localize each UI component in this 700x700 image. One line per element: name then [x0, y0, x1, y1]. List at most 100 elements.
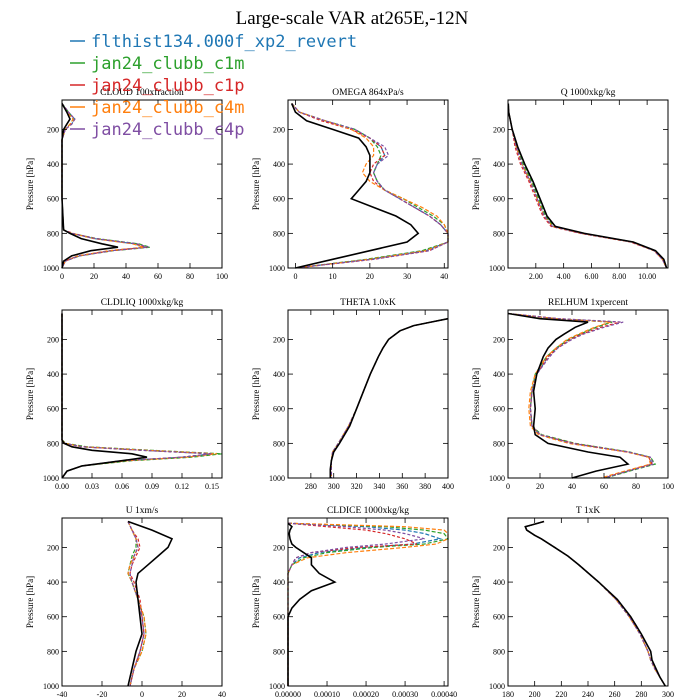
x-tick-label: 30: [403, 272, 411, 281]
x-tick-label: 0.06: [115, 482, 129, 491]
x-tick-label: 0.00030: [392, 690, 418, 699]
y-tick-label: 200: [493, 543, 505, 552]
x-tick-label: 340: [373, 482, 385, 491]
series-line-4: [507, 103, 668, 269]
x-tick-label: 2.00: [529, 272, 543, 281]
series-line-4: [330, 318, 449, 478]
x-tick-label: 180: [502, 690, 514, 699]
x-tick-label: 0.00020: [353, 690, 379, 699]
panel-1: CLOUD 100xfraction 0 20 40 60 80 100 200 400 600 8…: [25, 87, 228, 281]
x-tick-label: 0: [293, 272, 297, 281]
series-line-5: [61, 313, 213, 479]
panel-title: OMEGA 864xPa/s: [332, 88, 404, 98]
x-tick-label: 0: [60, 272, 64, 281]
panel-3: Q 1000xkg/kg 2.00 4.00 6.00 8.00 10.00 200 400 6…: [471, 88, 669, 281]
x-tick-label: 280: [305, 482, 317, 491]
series-line-2: [291, 103, 449, 269]
y-axis-label: Pressure [hPa]: [25, 576, 35, 628]
y-tick-label: 1000: [43, 682, 59, 691]
series-line-3: [61, 313, 213, 479]
y-tick-label: 400: [493, 160, 505, 169]
panel-title: THETA 1.0xK: [340, 298, 396, 308]
x-tick-label: -20: [97, 690, 108, 699]
legend-entry-5: jan24_clubb_c4p: [91, 120, 245, 140]
y-tick-label: 800: [493, 647, 505, 656]
y-tick-label: 800: [273, 439, 285, 448]
x-tick-label: 4.00: [557, 272, 571, 281]
x-tick-label: -40: [57, 690, 68, 699]
x-tick-label: 400: [442, 482, 454, 491]
x-tick-label: 0.09: [145, 482, 159, 491]
x-tick-label: 100: [216, 272, 228, 281]
panel-title: CLOUD 100xfraction: [100, 87, 184, 98]
plot-frame: [61, 309, 223, 479]
panel-7: U 1xm/s -40 -20 0 20 40 200 400 600 800 1000 Pressu…: [25, 506, 226, 699]
y-tick-label: 400: [273, 578, 285, 587]
plot-frame: [287, 309, 449, 479]
y-tick-label: 1000: [43, 474, 59, 483]
x-tick-label: 0.00040: [431, 690, 457, 699]
x-tick-label: 60: [154, 272, 162, 281]
y-tick-label: 200: [47, 543, 59, 552]
y-tick-label: 200: [47, 335, 59, 344]
x-tick-label: 320: [351, 482, 363, 491]
y-tick-label: 1000: [269, 474, 285, 483]
panel-9: T 1xK 180 200 220 240 260 280 300 200 400 600 800 10…: [471, 506, 674, 699]
y-axis-label: Pressure [hPa]: [251, 576, 261, 628]
plot-frame: [287, 99, 449, 269]
series-line-1: [524, 520, 666, 687]
reference-line: [61, 313, 148, 479]
series-line-2: [330, 318, 449, 478]
panel-4: CLDLIQ 1000xkg/kg 0.00 0.03 0.06 0.09 0.12 0.1…: [25, 298, 223, 491]
y-tick-label: 200: [273, 543, 285, 552]
reference-line: [524, 520, 666, 687]
y-axis-label: Pressure [hPa]: [471, 576, 481, 628]
x-tick-label: 280: [635, 690, 647, 699]
figure-title: Large-scale VAR at265E,-12N: [236, 8, 469, 29]
series-line-1: [291, 103, 449, 269]
y-tick-label: 1000: [43, 264, 59, 273]
y-tick-label: 400: [47, 370, 59, 379]
y-tick-label: 800: [273, 647, 285, 656]
x-tick-label: 0: [506, 482, 510, 491]
y-tick-label: 800: [493, 439, 505, 448]
x-tick-label: 20: [366, 272, 374, 281]
y-tick-label: 400: [273, 370, 285, 379]
y-axis-label: Pressure [hPa]: [471, 158, 481, 210]
y-tick-label: 400: [47, 160, 59, 169]
y-tick-label: 200: [273, 335, 285, 344]
series-line-5: [524, 520, 666, 687]
legend: flthist134.000f_xp2_revert jan24_clubb_c1…: [70, 32, 357, 140]
x-tick-label: 0.00000: [275, 690, 301, 699]
y-tick-label: 400: [273, 160, 285, 169]
y-tick-label: 200: [493, 125, 505, 134]
panel-8: CLDICE 1000xkg/kg 0.00000 0.00010 0.00020 0.…: [251, 506, 457, 699]
x-tick-label: 40: [122, 272, 130, 281]
y-tick-label: 1000: [489, 682, 505, 691]
reference-line: [290, 103, 420, 269]
x-tick-label: 20: [536, 482, 544, 491]
y-axis-label: Pressure [hPa]: [25, 368, 35, 420]
x-tick-label: 8.00: [612, 272, 626, 281]
series-line-1: [287, 522, 443, 686]
reference-line: [127, 520, 174, 687]
x-tick-label: 40: [440, 272, 448, 281]
x-tick-label: 380: [419, 482, 431, 491]
x-tick-label: 260: [609, 690, 621, 699]
y-axis-label: Pressure [hPa]: [471, 368, 481, 420]
x-tick-label: 0.15: [205, 482, 219, 491]
legend-entry-1: flthist134.000f_xp2_revert: [91, 32, 357, 52]
series-line-3: [330, 318, 449, 478]
y-tick-label: 600: [47, 405, 59, 414]
panel-2: OMEGA 864xPa/s 0 10 20 30 40 200 400 600 800 1000 P…: [251, 88, 449, 281]
legend-entry-3: jan24_clubb_c1p: [91, 76, 245, 96]
plot-frame: [507, 517, 669, 687]
panel-6: RELHUM 1xpercent 0 20 40 60 80 100 200 400 600 800…: [471, 298, 674, 491]
y-tick-label: 600: [493, 195, 505, 204]
y-tick-label: 600: [493, 405, 505, 414]
x-tick-label: 0.00010: [314, 690, 340, 699]
legend-entry-4: jan24_clubb_c4m: [91, 98, 245, 118]
x-tick-label: 40: [568, 482, 576, 491]
